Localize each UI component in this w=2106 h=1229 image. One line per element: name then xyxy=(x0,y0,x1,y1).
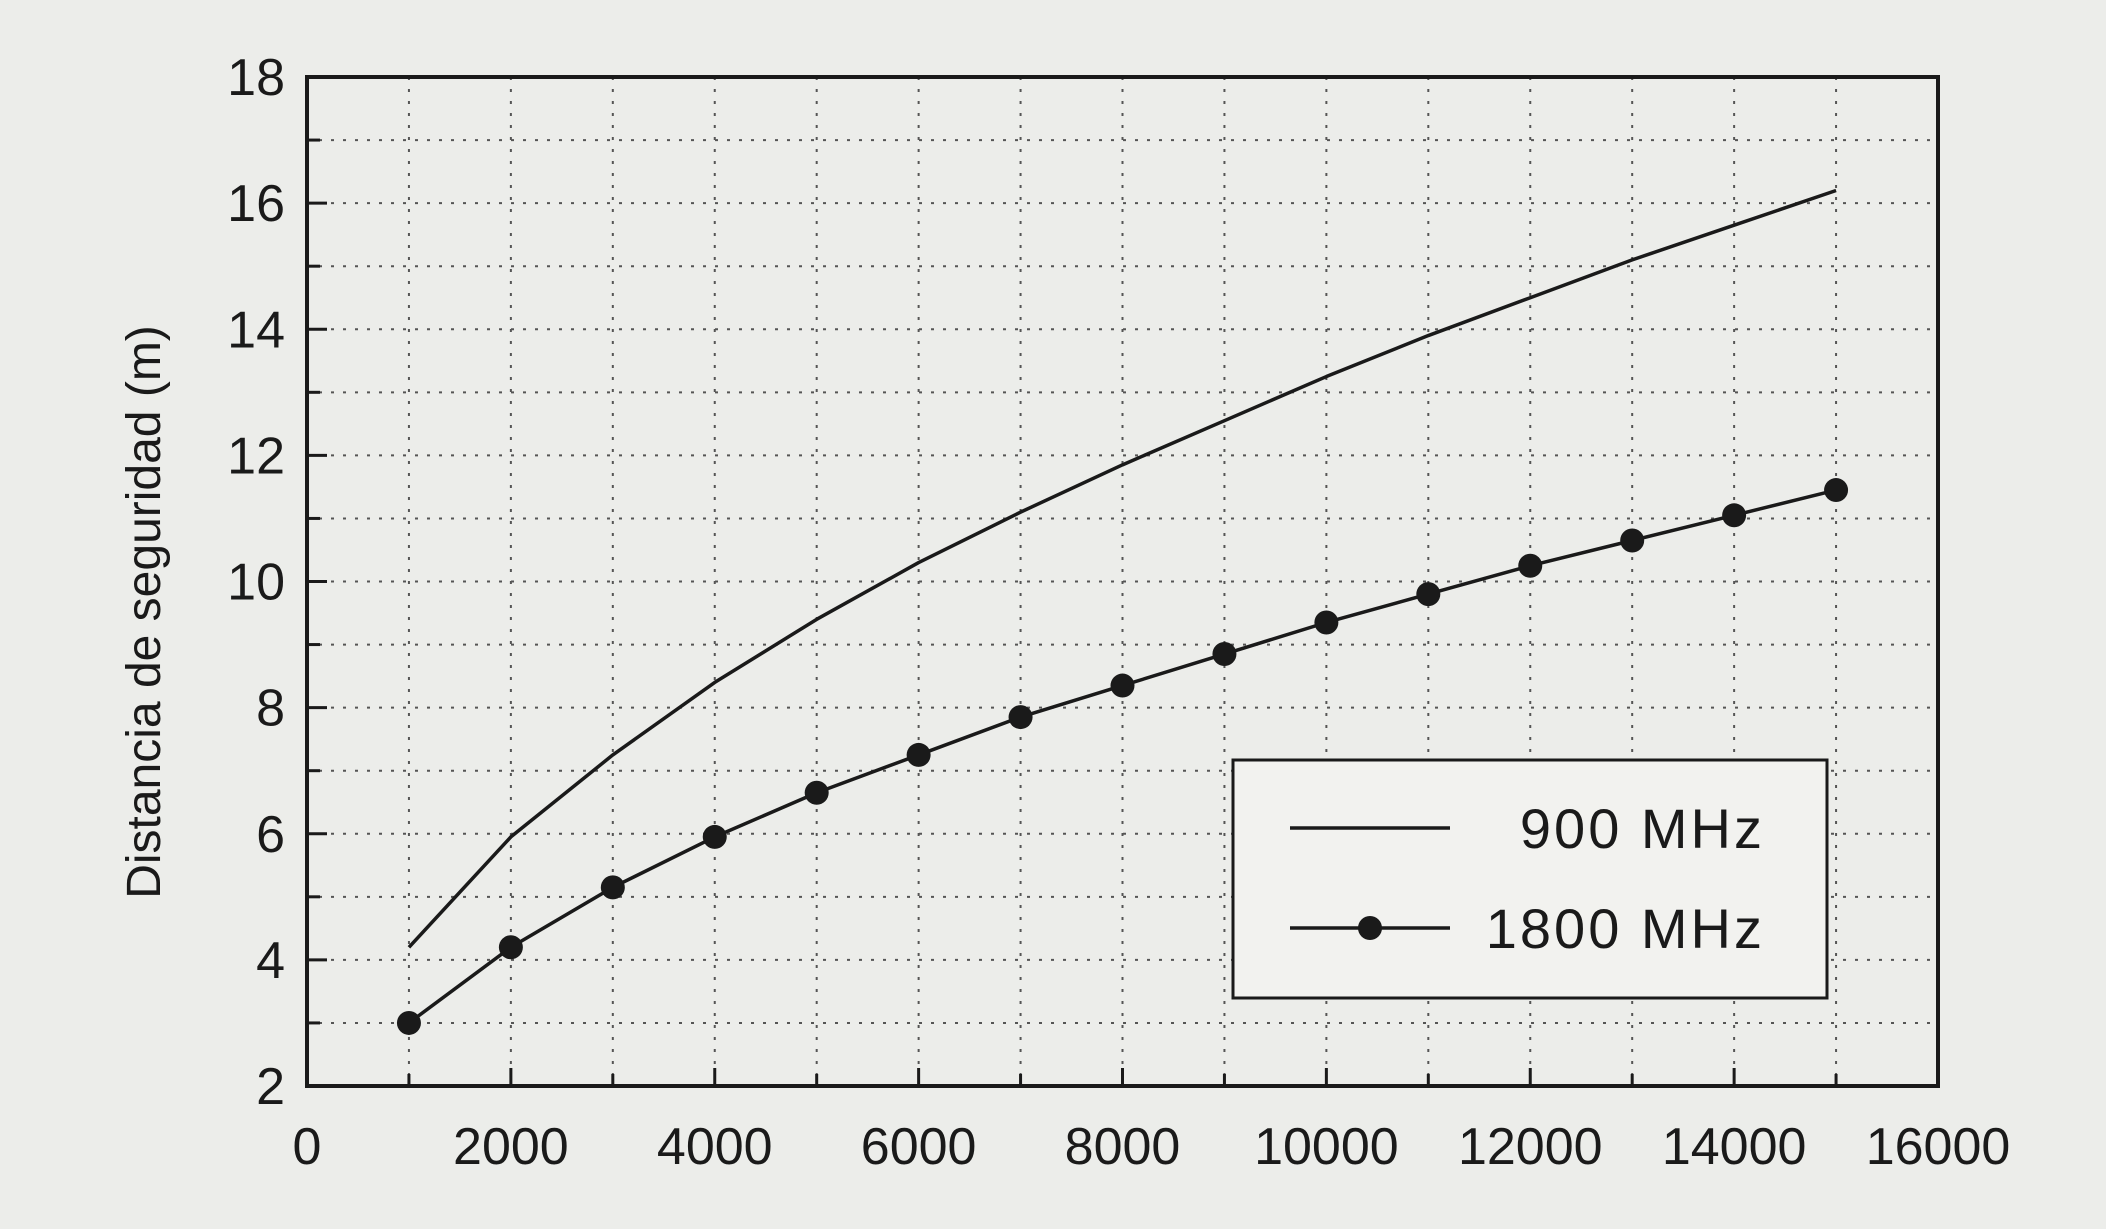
data-point xyxy=(1722,503,1747,528)
data-point xyxy=(1518,553,1543,578)
series-lines xyxy=(396,188,1849,1035)
data-point xyxy=(1314,610,1339,635)
y-tick-label: 6 xyxy=(256,806,285,864)
plot-frame xyxy=(305,75,1940,1088)
data-point xyxy=(702,824,727,849)
x-tick-label: 8000 xyxy=(1065,1118,1181,1176)
series-line-1 xyxy=(407,188,1837,949)
y-axis-title: Distancia de seguridad (m) xyxy=(118,325,171,899)
y-tick-label: 14 xyxy=(227,301,285,359)
data-point xyxy=(1416,582,1441,607)
data-point xyxy=(1212,642,1237,667)
x-tick-label: 4000 xyxy=(657,1118,773,1176)
x-tick-label: 16000 xyxy=(1866,1118,2011,1176)
x-tick-label: 10000 xyxy=(1254,1118,1399,1176)
data-point xyxy=(600,875,625,900)
y-tick-label: 4 xyxy=(256,932,285,990)
data-point xyxy=(804,780,829,805)
data-point xyxy=(1620,528,1645,553)
y-tick-label: 12 xyxy=(227,427,285,485)
legend: 900 MHz 1800 MHz xyxy=(1231,758,1829,1000)
x-tick-label: 12000 xyxy=(1458,1118,1603,1176)
y-tick-label: 2 xyxy=(256,1058,285,1116)
y-tick-label: 16 xyxy=(227,175,285,233)
data-point xyxy=(1824,478,1849,503)
legend-box xyxy=(1231,758,1829,1000)
x-tick-label: 0 xyxy=(293,1118,322,1176)
data-point xyxy=(906,742,931,767)
axis-ticks xyxy=(305,75,1940,1088)
data-point xyxy=(1110,673,1135,698)
y-tick-label: 18 xyxy=(227,49,285,107)
y-tick-label: 8 xyxy=(256,680,285,738)
data-point xyxy=(498,935,523,960)
x-tick-label: 2000 xyxy=(453,1118,569,1176)
data-point xyxy=(1008,705,1033,730)
tick-labels: 0 2000 4000 6000 8000 10000 12000 14000 16000 2 4 6… xyxy=(227,49,2010,1176)
data-point xyxy=(396,1010,421,1035)
x-tick-label: 6000 xyxy=(861,1118,977,1176)
legend-label: 1800 MHz xyxy=(1486,897,1765,960)
legend-marker xyxy=(1358,916,1382,940)
y-tick-label: 10 xyxy=(227,554,285,612)
x-tick-label: 14000 xyxy=(1662,1118,1807,1176)
legend-label: 900 MHz xyxy=(1520,797,1765,860)
